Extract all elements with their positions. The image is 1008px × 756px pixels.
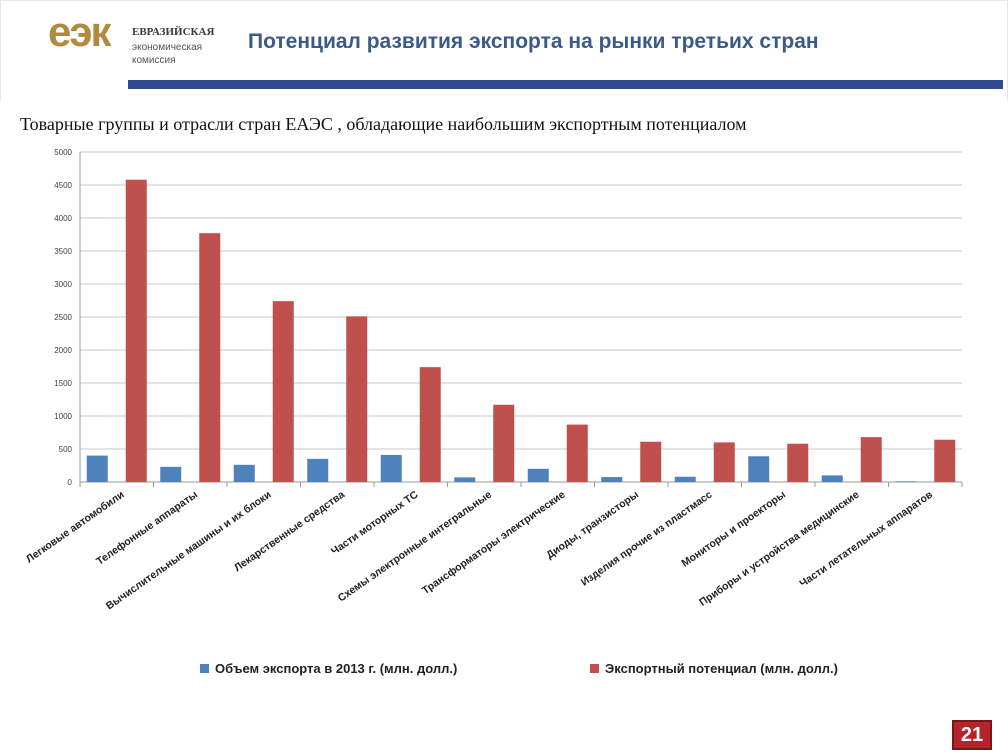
bar-export-2013 [601, 477, 623, 482]
bar-export-2013 [527, 468, 549, 482]
y-tick-label: 2500 [54, 313, 72, 322]
bar-export-2013 [307, 458, 329, 482]
legend-swatch-red [590, 664, 599, 673]
chart-legend: Объем экспорта в 2013 г. (млн. долл.) Эк… [200, 661, 960, 681]
legend-label-export-potential: Экспортный потенциал (млн. долл.) [605, 661, 838, 676]
x-category-label: Приборы и устройства медицинские [697, 489, 861, 609]
bar-export-potential [860, 437, 882, 482]
bar-export-potential [272, 301, 294, 482]
bar-export-potential [640, 441, 662, 482]
x-category-label: Схемы электронные интегральные [336, 489, 494, 605]
x-category-label: Трансформаторы электрические [420, 489, 568, 597]
bar-export-2013 [454, 477, 476, 482]
x-category-label: Вычислительные машины и их блоки [104, 489, 274, 613]
logo-name-line2: экономическая [132, 42, 203, 53]
bar-export-2013 [895, 481, 917, 483]
chart-title: Товарные группы и отрасли стран ЕАЭС , о… [20, 114, 747, 134]
bar-export-potential [125, 179, 147, 482]
y-tick-label: 3500 [54, 247, 72, 256]
y-tick-label: 4000 [54, 214, 72, 223]
page-number-badge: 21 [952, 720, 992, 750]
bar-export-potential [566, 424, 588, 482]
y-tick-label: 2000 [54, 346, 72, 355]
y-tick-label: 5000 [54, 148, 72, 157]
y-tick-label: 500 [59, 445, 73, 454]
logo-name-line3: комиссия [132, 55, 176, 66]
legend-swatch-blue [200, 664, 209, 673]
bar-export-2013 [674, 476, 696, 482]
legend-label-export-2013: Объем экспорта в 2013 г. (млн. долл.) [215, 661, 458, 676]
bar-export-potential [934, 439, 956, 482]
bar-export-potential [346, 316, 368, 482]
y-tick-label: 1500 [54, 379, 72, 388]
eec-logo: еэк ЕВРАЗИЙСКАЯ экономическая комиссия [48, 8, 228, 70]
bar-export-2013 [160, 466, 182, 482]
bar-export-2013 [86, 455, 108, 482]
bar-export-potential [419, 367, 441, 482]
title-rule [128, 80, 1003, 89]
x-category-label: Части летательных аппаратов [797, 488, 935, 590]
bar-export-2013 [748, 456, 770, 482]
bar-export-2013 [233, 464, 255, 482]
bar-export-2013 [380, 454, 402, 482]
x-category-label: Изделия прочие из пластмасс [579, 489, 715, 589]
page-title: Потенциал развития экспорта на рынки тре… [248, 30, 819, 53]
y-tick-label: 4500 [54, 181, 72, 190]
bar-export-potential [493, 404, 515, 482]
y-tick-label: 3000 [54, 280, 72, 289]
logo-name-line1: ЕВРАЗИЙСКАЯ [132, 26, 215, 38]
legend-item-export-potential: Экспортный потенциал (млн. долл.) [590, 661, 838, 676]
legend-item-export-2013: Объем экспорта в 2013 г. (млн. долл.) [200, 661, 457, 676]
bar-export-potential [787, 443, 809, 482]
bar-export-potential [713, 442, 735, 482]
bar-export-potential [199, 233, 221, 482]
y-tick-label: 0 [68, 478, 73, 487]
logo-mark: еэк [48, 8, 112, 55]
bar-export-2013 [821, 475, 843, 482]
y-tick-label: 1000 [54, 412, 72, 421]
